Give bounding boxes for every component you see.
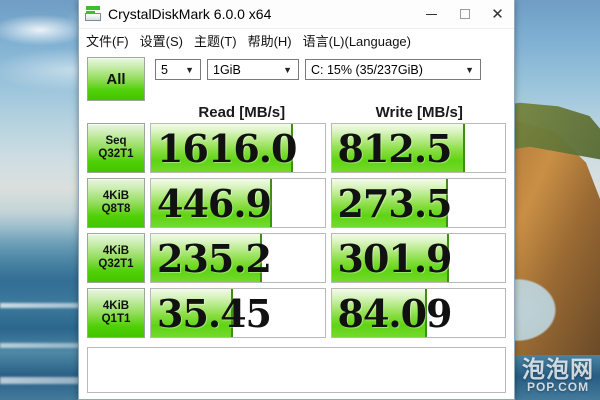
write-value: 812.5 [337,125,453,171]
test-label-line2: Q32T1 [98,258,134,270]
write-result-cell: 301.9 [330,233,506,283]
read-result-cell: 35.45 [150,288,326,338]
read-bar-fill [151,234,263,282]
test-label-line2: Q32T1 [98,148,134,160]
table-row: 4KiB Q8T8 446.9 273.5 [87,178,506,228]
window-content: All 5 ▼ 1GiB ▼ C: 15% (35/237GiB) ▼ Read… [79,51,514,399]
read-value: 235.2 [157,235,272,281]
test-button-4kib-q8t8[interactable]: 4KiB Q8T8 [87,178,145,228]
target-drive-select[interactable]: C: 15% (35/237GiB) ▼ [305,59,481,80]
table-row: 4KiB Q1T1 35.45 84.09 [87,288,506,338]
write-bar-fill [331,289,427,337]
write-value: 301.9 [337,235,453,281]
write-result-cell: 273.5 [330,178,506,228]
window-title: CrystalDiskMark 6.0.0 x64 [108,6,272,22]
watermark: 泡泡网 POP.COM [522,357,594,394]
test-label-line2: Q8T8 [101,203,131,215]
write-column-header: Write [MB/s] [375,104,463,121]
menu-item-settings[interactable]: 设置(S) [139,33,183,49]
test-label-line1: 4KiB [102,189,130,202]
read-column-header: Read [MB/s] [198,104,286,121]
read-result-cell: 235.2 [150,233,326,283]
chevron-down-icon: ▼ [185,64,194,75]
test-label-line1: Seq [105,134,127,147]
test-label-line1: 4KiB [102,299,130,312]
status-comment-box[interactable] [87,347,506,393]
disk-benchmark-icon [85,6,101,22]
crystaldiskmark-window: CrystalDiskMark 6.0.0 x64 ✕ 文件(F) 设置(S) … [78,0,515,400]
read-bar-fill [151,124,294,172]
read-result-cell: 1616.0 [150,123,326,173]
watermark-cn: 泡泡网 [522,356,594,383]
write-value: 84.09 [337,290,453,336]
test-size-value: 1GiB [213,62,241,77]
target-drive-value: C: 15% (35/237GiB) [311,62,423,77]
write-result-cell: 812.5 [330,123,506,173]
read-value: 35.45 [157,290,272,336]
test-button-seq-q32t1[interactable]: Seq Q32T1 [87,123,145,173]
title-bar[interactable]: CrystalDiskMark 6.0.0 x64 ✕ [79,0,514,29]
test-button-4kib-q1t1[interactable]: 4KiB Q1T1 [87,288,145,338]
write-bar-fill [331,179,448,227]
maximize-icon[interactable] [448,0,481,29]
all-button[interactable]: All [87,57,145,101]
test-count-value: 5 [161,62,168,77]
test-button-4kib-q32t1[interactable]: 4KiB Q32T1 [87,233,145,283]
write-bar-fill [331,124,466,172]
close-icon[interactable]: ✕ [491,5,504,23]
read-value: 1616.0 [157,125,297,171]
toolbar: All 5 ▼ 1GiB ▼ C: 15% (35/237GiB) ▼ [87,57,506,101]
read-result-cell: 446.9 [150,178,326,228]
menu-item-theme[interactable]: 主题(T) [193,33,237,49]
test-count-select[interactable]: 5 ▼ [155,59,201,80]
minimize-icon[interactable] [415,0,448,29]
menu-item-file[interactable]: 文件(F) [86,33,129,49]
write-value: 273.5 [337,180,453,226]
test-label-line1: 4KiB [102,244,130,257]
chevron-down-icon: ▼ [283,64,292,75]
test-size-select[interactable]: 1GiB ▼ [207,59,299,80]
write-bar-fill [331,234,450,282]
read-value: 446.9 [157,180,272,226]
read-bar-fill [151,289,233,337]
watermark-en: POP.COM [526,380,590,395]
chevron-down-icon: ▼ [465,64,474,75]
read-bar-fill [151,179,273,227]
write-result-cell: 84.09 [330,288,506,338]
test-label-line2: Q1T1 [101,313,131,325]
window-controls: ✕ [415,0,514,29]
column-headers: Read [MB/s] Write [MB/s] [87,104,506,121]
menu-item-language[interactable]: 语言(L)(Language) [302,33,411,49]
table-row: Seq Q32T1 1616.0 812.5 [87,123,506,173]
test-selectors: 5 ▼ 1GiB ▼ C: 15% (35/237GiB) ▼ [155,57,481,80]
table-row: 4KiB Q32T1 235.2 301.9 [87,233,506,283]
menu-bar: 文件(F) 设置(S) 主题(T) 帮助(H) 语言(L)(Language) [79,29,514,51]
menu-item-help[interactable]: 帮助(H) [247,33,292,49]
results-table: Seq Q32T1 1616.0 812.5 4KiB Q8T8 [87,123,506,343]
